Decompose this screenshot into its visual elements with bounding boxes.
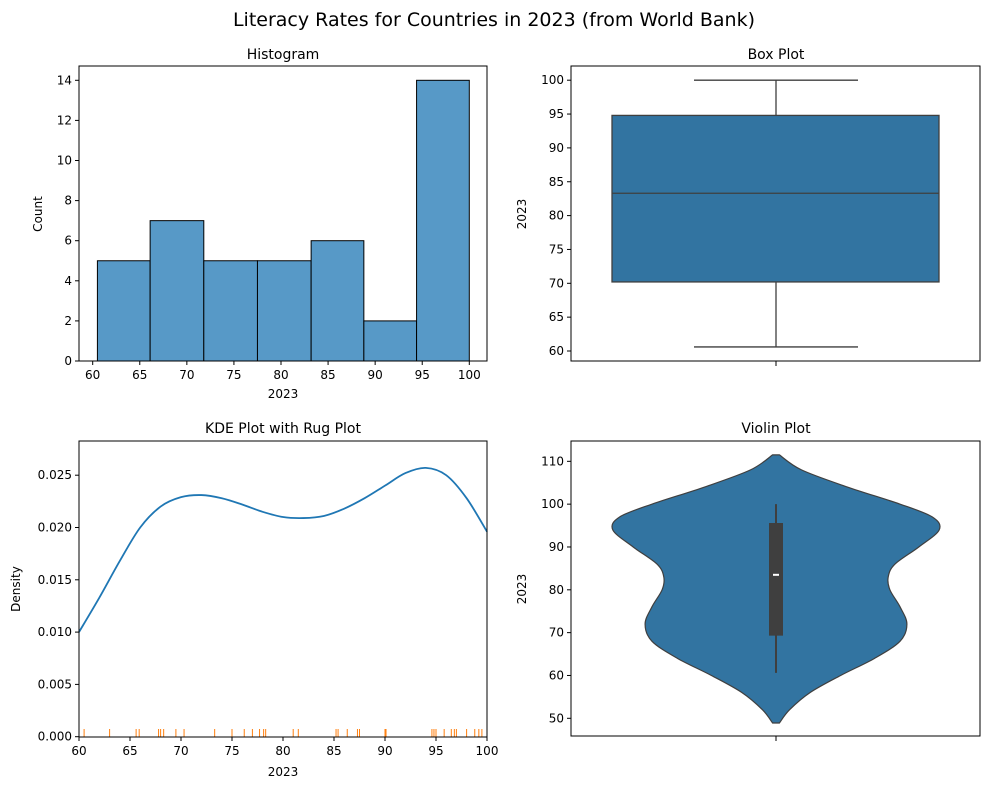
- kde-x-ticks: 60 65 70 75 80 85 90 95 100: [71, 737, 498, 758]
- boxplot-y-ticks: 60 65 70 75 80 85 90 95 100: [541, 73, 571, 358]
- y-tick-label: 0.015: [38, 573, 72, 587]
- histogram-title: Histogram: [247, 47, 320, 63]
- x-tick-label: 100: [458, 368, 481, 382]
- kde-y-label: Density: [9, 566, 23, 612]
- rug-ticks: [83, 729, 488, 737]
- histogram-bar: [203, 260, 258, 362]
- y-tick-label: 0.020: [38, 521, 72, 535]
- histogram-bar: [149, 220, 205, 362]
- y-tick-label: 95: [549, 107, 564, 121]
- y-tick-label: 80: [549, 209, 564, 223]
- y-tick-label: 0.005: [38, 677, 72, 691]
- violin-inner-box: [769, 504, 783, 673]
- figure-title: Literacy Rates for Countries in 2023 (fr…: [233, 9, 755, 31]
- x-tick-label: 80: [273, 368, 288, 382]
- kde-y-ticks: 0.000 0.005 0.010 0.015 0.020 0.025: [38, 468, 79, 744]
- y-tick-label: 0: [64, 354, 72, 368]
- y-tick-label: 90: [549, 141, 564, 155]
- y-tick-label: 65: [549, 310, 564, 324]
- y-tick-label: 50: [549, 711, 564, 725]
- y-tick-label: 80: [549, 583, 564, 597]
- iqr-box: [611, 114, 940, 283]
- violin-panel: Violin Plot 50 60 70 80 90 100 110 2023: [515, 421, 981, 741]
- y-tick-label: 14: [57, 73, 72, 87]
- x-tick-label: 90: [377, 744, 392, 758]
- x-tick-label: 70: [173, 744, 188, 758]
- violin-y-label: 2023: [515, 574, 529, 605]
- y-tick-label: 60: [549, 668, 564, 682]
- histogram-bar: [416, 79, 470, 362]
- x-tick-label: 75: [224, 744, 239, 758]
- y-tick-label: 100: [541, 497, 564, 511]
- y-tick-label: 75: [549, 242, 564, 256]
- x-tick-label: 95: [428, 744, 443, 758]
- kde-panel: KDE Plot with Rug Plot 60 65 70 75 80 85 90 95 1…: [9, 421, 498, 779]
- histogram-y-label: Count: [31, 196, 45, 232]
- boxplot-y-label: 2023: [515, 199, 529, 230]
- y-tick-label: 2: [64, 314, 72, 328]
- violin-title: Violin Plot: [741, 421, 811, 437]
- y-tick-label: 6: [64, 234, 72, 248]
- kde-axes-frame: [78, 440, 488, 738]
- y-tick-label: 85: [549, 175, 564, 189]
- violin-y-ticks: 50 60 70 80 90 100 110: [541, 454, 571, 725]
- histogram-y-ticks: 0 2 4 6 8 10 12 14: [57, 73, 79, 368]
- boxplot-title: Box Plot: [748, 47, 805, 63]
- kde-curve: [78, 466, 488, 633]
- x-tick-label: 65: [132, 368, 147, 382]
- boxplot-panel: Box Plot 60 65 70 75 80 85 90 95 100 2023: [515, 47, 981, 366]
- y-tick-label: 110: [541, 454, 564, 468]
- y-tick-label: 8: [64, 194, 72, 208]
- y-tick-label: 10: [57, 154, 72, 168]
- x-tick-label: 65: [122, 744, 137, 758]
- y-tick-label: 12: [57, 113, 72, 127]
- x-tick-label: 85: [326, 744, 341, 758]
- y-tick-label: 90: [549, 540, 564, 554]
- y-tick-label: 60: [549, 344, 564, 358]
- x-tick-label: 100: [476, 744, 499, 758]
- y-tick-label: 100: [541, 73, 564, 87]
- y-tick-label: 70: [549, 276, 564, 290]
- violin-iqr-bar: [769, 522, 783, 636]
- histogram-x-label: 2023: [268, 387, 299, 401]
- histogram-bar: [256, 260, 312, 362]
- x-tick-label: 70: [179, 368, 194, 382]
- histogram-axes-frame: [78, 65, 488, 362]
- histogram-panel: Histogram 60 65 70 75 80 85 90 95 100 0 2 4 6 8 10 12 1…: [31, 47, 488, 401]
- x-tick-label: 80: [275, 744, 290, 758]
- histogram-bar: [96, 260, 151, 362]
- y-tick-label: 70: [549, 626, 564, 640]
- y-tick-label: 4: [64, 274, 72, 288]
- histogram-x-ticks: 60 65 70 75 80 85 90 95 100: [85, 361, 481, 382]
- histogram-bars: [96, 79, 470, 362]
- x-tick-label: 60: [71, 744, 86, 758]
- x-tick-label: 60: [85, 368, 100, 382]
- y-tick-label: 0.025: [38, 468, 72, 482]
- x-tick-label: 95: [415, 368, 430, 382]
- x-tick-label: 90: [368, 368, 383, 382]
- y-tick-label: 0.000: [38, 730, 72, 744]
- histogram-bar: [310, 240, 365, 362]
- y-tick-label: 0.010: [38, 625, 72, 639]
- kde-title: KDE Plot with Rug Plot: [205, 421, 361, 437]
- kde-x-label: 2023: [268, 765, 299, 779]
- x-tick-label: 75: [226, 368, 241, 382]
- x-tick-label: 85: [320, 368, 335, 382]
- boxplot-box: [611, 79, 940, 348]
- histogram-bar: [363, 320, 418, 362]
